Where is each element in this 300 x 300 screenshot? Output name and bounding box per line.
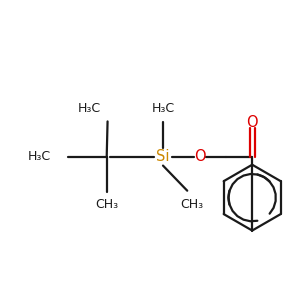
Text: Si: Si [156,149,170,164]
Text: H₃C: H₃C [152,102,175,116]
Text: O: O [246,115,258,130]
Text: CH₃: CH₃ [180,198,203,211]
Text: H₃C: H₃C [27,150,50,164]
Text: O: O [194,149,206,164]
Text: CH₃: CH₃ [95,198,118,211]
Text: H₃C: H₃C [77,102,101,116]
